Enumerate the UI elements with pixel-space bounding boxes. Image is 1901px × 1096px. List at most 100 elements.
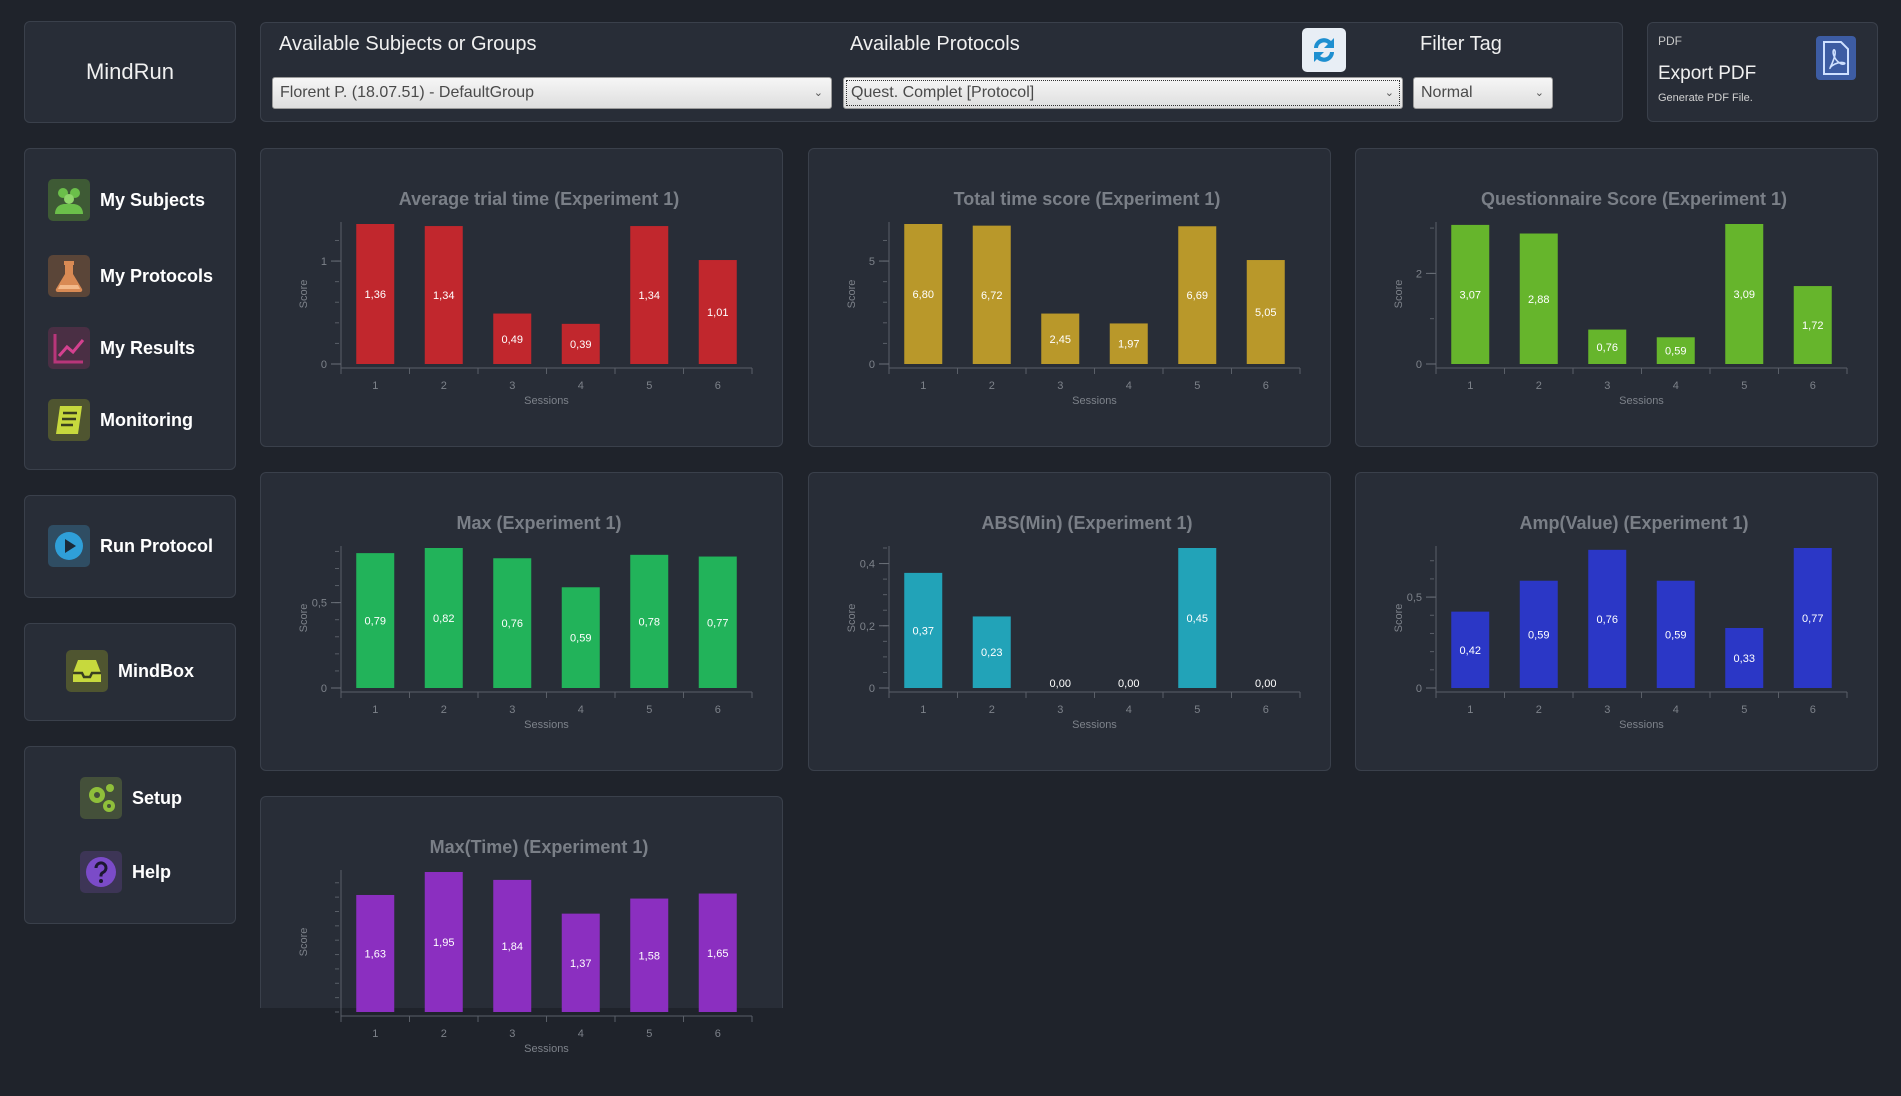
bar-session-6 xyxy=(698,893,737,1012)
y-axis-label: Score xyxy=(298,280,310,309)
run-protocol-button[interactable]: Run Protocol xyxy=(48,525,213,567)
subjects-select[interactable]: Florent P. (18.07.51) - DefaultGroup ⌄ xyxy=(272,77,832,109)
chart-panel-average-trial-time: Average trial time (Experiment 1) 0 1 Score… xyxy=(260,148,783,447)
filter-bar: Available Subjects or Groups Florent P. … xyxy=(260,22,1623,122)
bar-data-label: 1,97 xyxy=(1118,339,1139,351)
sidebar-item-label: My Results xyxy=(100,337,196,358)
x-tick-label: 3 xyxy=(1604,704,1610,716)
bar-session-3 xyxy=(493,313,532,364)
bar-data-label: 0,79 xyxy=(365,616,386,628)
help-button[interactable]: Help xyxy=(80,851,171,893)
y-tick-label: 1 xyxy=(321,256,327,268)
x-tick-label: 5 xyxy=(646,380,652,392)
bar-session-5 xyxy=(630,226,669,364)
chart-panel-total-time-score: Total time score (Experiment 1) 0 5 Score 6,… xyxy=(808,148,1331,447)
chevron-down-icon: ⌄ xyxy=(813,87,823,99)
chart-panel-amp-value: Amp(Value) (Experiment 1) 0 0,5 Score 0,42 1 0… xyxy=(1355,472,1878,771)
y-tick-label: 2 xyxy=(1416,268,1422,280)
bar-session-5 xyxy=(630,898,669,1012)
app-title: MindRun xyxy=(85,59,175,84)
bar-session-6 xyxy=(1793,548,1832,688)
bar-data-label: 0,76 xyxy=(1597,614,1618,626)
chart-title: Max (Experiment 1) xyxy=(456,513,621,533)
x-tick-label: 1 xyxy=(372,704,378,716)
y-tick-label: 0 xyxy=(1416,683,1422,695)
x-tick-label: 4 xyxy=(578,704,584,716)
sidebar-item-label: Run Protocol xyxy=(100,535,213,556)
chart-svg: Max(Time) (Experiment 1) Score 1,63 1 1,95 2 1… xyxy=(298,837,753,1055)
refresh-button[interactable] xyxy=(1302,28,1346,72)
sidebar-item-monitoring[interactable]: Monitoring xyxy=(48,399,193,441)
nav-panel-mindbox: MindBox xyxy=(24,623,236,721)
x-axis-label: Sessions xyxy=(1619,395,1664,407)
bar-data-label: 1,58 xyxy=(639,950,660,962)
x-tick-label: 4 xyxy=(578,1028,584,1040)
x-tick-label: 1 xyxy=(372,1028,378,1040)
x-tick-label: 2 xyxy=(989,380,995,392)
bar-data-label: 0,00 xyxy=(1050,678,1071,690)
bar-session-6 xyxy=(1246,260,1285,364)
bar-session-4 xyxy=(561,913,600,1012)
chart-line-icon xyxy=(48,327,90,369)
pdf-export-panel[interactable]: PDF Export PDF Generate PDF File. xyxy=(1647,22,1878,122)
sidebar-item-my-subjects[interactable]: My Subjects xyxy=(48,179,205,221)
chart-svg: Total time score (Experiment 1) 0 5 Score 6,… xyxy=(846,189,1301,407)
nav-panel-main: My Subjects My Protocols My Results Moni… xyxy=(24,148,236,470)
tag-select[interactable]: Normal ⌄ xyxy=(1413,77,1553,109)
bar-session-4 xyxy=(1656,337,1695,364)
x-tick-label: 2 xyxy=(1536,380,1542,392)
bar-data-label: 0,59 xyxy=(1665,629,1686,641)
bar-data-label: 1,84 xyxy=(502,941,523,953)
notebook-icon xyxy=(48,399,90,441)
x-axis-label: Sessions xyxy=(1072,719,1117,731)
x-tick-label: 2 xyxy=(1536,704,1542,716)
x-tick-label: 4 xyxy=(578,380,584,392)
x-tick-label: 5 xyxy=(646,704,652,716)
bar-session-3 xyxy=(1588,549,1627,688)
bar-data-label: 1,63 xyxy=(365,948,386,960)
bar-data-label: 5,05 xyxy=(1255,307,1276,319)
sidebar-item-my-results[interactable]: My Results xyxy=(48,327,195,369)
chart-panel-abs-min: ABS(Min) (Experiment 1) 0 0,2 0,4 Score 0,37 1… xyxy=(808,472,1331,771)
x-tick-label: 1 xyxy=(1467,704,1473,716)
sidebar-item-label: MindBox xyxy=(118,660,194,681)
y-tick-label: 0,2 xyxy=(860,621,875,633)
sidebar-item-my-protocols[interactable]: My Protocols xyxy=(48,255,213,297)
bar-data-label: 1,36 xyxy=(365,289,386,301)
chart-title: Questionnaire Score (Experiment 1) xyxy=(1481,189,1787,209)
bar-session-2 xyxy=(424,226,463,364)
x-tick-label: 4 xyxy=(1126,704,1132,716)
y-tick-label: 0 xyxy=(869,359,875,371)
x-tick-label: 6 xyxy=(1810,380,1816,392)
bar-session-1 xyxy=(356,894,395,1012)
bar-data-label: 1,34 xyxy=(639,290,660,302)
bar-session-3 xyxy=(1041,313,1080,364)
x-tick-label: 6 xyxy=(1263,380,1269,392)
chart-panel-questionnaire-score: Questionnaire Score (Experiment 1) 0 2 Scor… xyxy=(1355,148,1878,447)
bar-session-4 xyxy=(1656,580,1695,688)
y-axis-label: Score xyxy=(1393,280,1405,309)
setup-button[interactable]: Setup xyxy=(80,777,182,819)
chart-title: Total time score (Experiment 1) xyxy=(954,189,1221,209)
x-tick-label: 3 xyxy=(509,1028,515,1040)
bar-session-1 xyxy=(904,572,943,688)
bar-session-1 xyxy=(1451,224,1490,364)
bar-session-5 xyxy=(1178,548,1217,688)
bar-data-label: 1,95 xyxy=(433,937,454,949)
bar-data-label: 0,00 xyxy=(1255,678,1276,690)
bar-session-5 xyxy=(1178,226,1217,364)
bar-session-6 xyxy=(1793,286,1832,364)
x-axis-label: Sessions xyxy=(1072,395,1117,407)
x-axis-label: Sessions xyxy=(524,719,569,731)
bar-data-label: 6,69 xyxy=(1187,290,1208,302)
x-tick-label: 3 xyxy=(1057,380,1063,392)
protocols-select[interactable]: Quest. Complet [Protocol] ⌄ xyxy=(843,77,1403,109)
chevron-down-icon: ⌄ xyxy=(1384,87,1394,99)
bar-session-5 xyxy=(630,554,669,688)
play-icon xyxy=(48,525,90,567)
x-tick-label: 1 xyxy=(372,380,378,392)
chart-title: Max(Time) (Experiment 1) xyxy=(430,837,649,857)
x-tick-label: 3 xyxy=(1057,704,1063,716)
mindbox-button[interactable]: MindBox xyxy=(66,650,194,692)
